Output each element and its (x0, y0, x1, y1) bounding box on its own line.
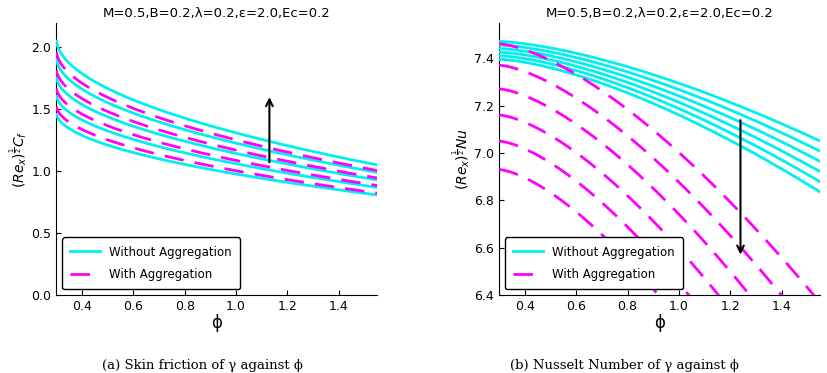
Legend: Without Aggregation, With Aggregation: Without Aggregation, With Aggregation (505, 237, 683, 289)
Title: M=0.5,B=0.2,λ=0.2,ε=2.0,Ec=0.2: M=0.5,B=0.2,λ=0.2,ε=2.0,Ec=0.2 (546, 7, 773, 20)
Text: (a) Skin friction of γ against ϕ: (a) Skin friction of γ against ϕ (103, 359, 303, 372)
Legend: Without Aggregation, With Aggregation: Without Aggregation, With Aggregation (62, 237, 241, 289)
Text: (b) Nusselt Number of γ against ϕ: (b) Nusselt Number of γ against ϕ (510, 359, 739, 372)
Title: M=0.5,B=0.2,λ=0.2,ε=2.0,Ec=0.2: M=0.5,B=0.2,λ=0.2,ε=2.0,Ec=0.2 (103, 7, 331, 20)
X-axis label: ϕ: ϕ (654, 314, 665, 332)
X-axis label: ϕ: ϕ (212, 314, 222, 332)
Y-axis label: $(Re_x)^{\frac{1}{2}}Nu$: $(Re_x)^{\frac{1}{2}}Nu$ (450, 128, 471, 190)
Y-axis label: $(Re_x)^{\frac{1}{2}}C_f$: $(Re_x)^{\frac{1}{2}}C_f$ (7, 130, 29, 188)
